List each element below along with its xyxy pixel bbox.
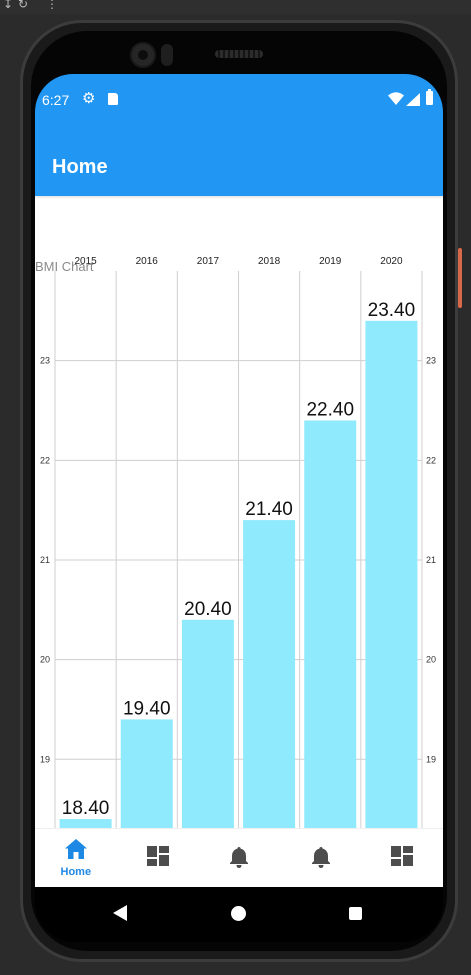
y-tick-label-left: 21: [40, 555, 50, 565]
x-tick-label: 2018: [258, 256, 281, 267]
sd-card-icon: [108, 93, 118, 105]
x-tick-label: 2015: [74, 256, 97, 267]
bar: [304, 420, 357, 828]
bar: [365, 320, 418, 828]
bar: [243, 520, 296, 828]
nav-item-notifications[interactable]: [198, 829, 280, 888]
page-title: Home: [52, 156, 108, 178]
app-bar: 6:27 ⚙ Home: [35, 74, 443, 196]
system-navigation-bar: [35, 887, 443, 942]
ide-toolbar-strip: ↧ ↻ ⋮: [0, 0, 471, 14]
ide-rotate-icon[interactable]: ↻: [18, 0, 29, 11]
dashboard-icon: [391, 846, 414, 866]
dashboard-icon: [146, 846, 169, 866]
battery-icon: [426, 89, 433, 105]
home-circle-icon[interactable]: [231, 906, 246, 921]
bar-value-label: 22.40: [306, 399, 354, 420]
ide-icon-left: ↧: [3, 0, 14, 11]
bottom-navigation: Home: [35, 828, 443, 888]
x-tick-label: 2017: [197, 256, 220, 267]
bar-value-label: 20.40: [184, 599, 232, 620]
y-tick-label-right: 20: [426, 655, 436, 665]
bell-icon: [311, 847, 330, 868]
bar-value-label: 21.40: [245, 499, 293, 520]
bar-value-label: 19.40: [123, 698, 171, 719]
bar: [181, 619, 234, 828]
x-tick-label: 2019: [319, 256, 342, 267]
x-tick-label: 2020: [380, 256, 403, 267]
y-tick-label-right: 19: [426, 754, 436, 764]
bar-value-label: 18.40: [62, 798, 110, 819]
home-icon: [65, 839, 87, 859]
y-tick-label-left: 19: [40, 754, 50, 764]
recent-apps-icon[interactable]: [349, 907, 362, 920]
nav-item-home[interactable]: Home: [35, 829, 117, 888]
power-button[interactable]: [458, 248, 462, 308]
device-screen: 6:27 ⚙ Home 19 19 20 20 21 21 22 22 23 23 18.40 201…: [35, 74, 443, 942]
back-icon[interactable]: [113, 905, 127, 921]
ide-more-icon[interactable]: ⋮: [46, 0, 58, 11]
nav-item-dashboard-2[interactable]: [361, 829, 443, 888]
y-tick-label-left: 23: [40, 356, 50, 366]
y-tick-label-right: 22: [426, 455, 436, 465]
nav-item-dashboard[interactable]: [117, 829, 199, 888]
status-time: 6:27: [42, 92, 70, 108]
bar: [59, 819, 112, 828]
settings-gear-icon: ⚙: [82, 89, 96, 107]
y-tick-label-right: 21: [426, 555, 436, 565]
front-camera: [130, 42, 156, 68]
proximity-sensor: [161, 44, 173, 66]
wifi-icon: [388, 92, 404, 105]
chart-description: BMI Chart: [35, 259, 94, 274]
nav-item-notifications-2[interactable]: [280, 829, 362, 888]
cell-signal-icon: [406, 93, 420, 106]
bar: [120, 719, 173, 828]
chart-container: 19 19 20 20 21 21 22 22 23 23 18.40 2015 19.40 2016 20…: [35, 196, 443, 828]
bar-value-label: 23.40: [368, 300, 416, 321]
bell-icon: [230, 847, 249, 868]
y-tick-label-left: 20: [40, 655, 50, 665]
y-tick-label-right: 23: [426, 356, 436, 366]
y-tick-label-left: 22: [40, 455, 50, 465]
earpiece-speaker: [215, 50, 263, 58]
nav-label-home: Home: [60, 866, 92, 878]
x-tick-label: 2016: [136, 256, 159, 267]
